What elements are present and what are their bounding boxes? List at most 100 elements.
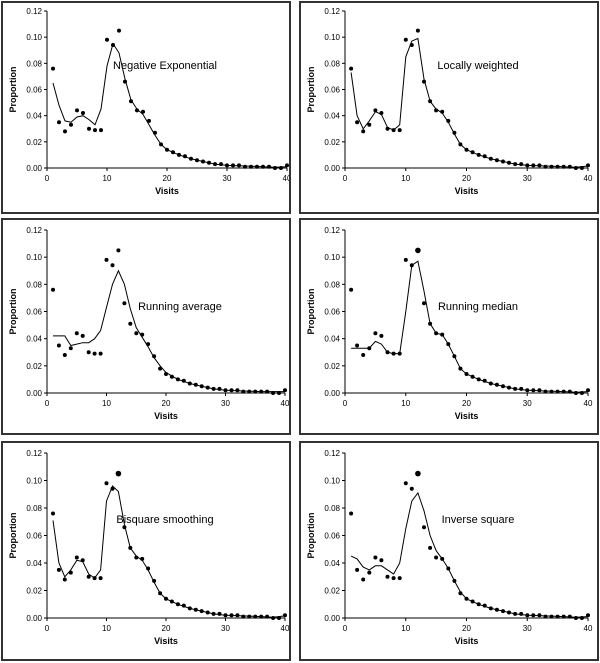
observed-point — [122, 301, 127, 306]
x-axis-title: Visits — [155, 186, 179, 196]
observed-point — [452, 578, 457, 583]
smoothed-series-line — [53, 269, 285, 393]
x-tick-label: 10 — [103, 174, 112, 183]
x-tick-label: 40 — [281, 624, 289, 633]
x-tick-label: 40 — [584, 399, 593, 408]
y-tick-label: 0.12 — [26, 226, 42, 235]
method-label: Bisquare smoothing — [116, 514, 213, 526]
observed-point — [261, 164, 265, 169]
observed-point — [531, 613, 536, 618]
observed-point — [146, 342, 151, 347]
y-tick-label: 0.12 — [26, 449, 42, 458]
observed-point — [63, 129, 67, 134]
observed-point — [164, 372, 168, 376]
y-tick-label: 0.00 — [324, 614, 340, 623]
observed-point — [494, 607, 499, 612]
y-tick-label: 0.10 — [324, 253, 340, 262]
y-tick-label: 0.02 — [26, 138, 42, 147]
observed-point — [525, 388, 530, 393]
observed-point — [110, 263, 115, 268]
observed-point — [57, 120, 61, 125]
y-axis-title: Proportion — [306, 289, 316, 335]
panel-negative-exponential: 0.00 0.02 0.04 0.06 0.08 0.10 0.12 0 10 20 30 40 Vis… — [1, 1, 291, 214]
observed-point — [543, 389, 548, 394]
observed-point — [391, 576, 396, 581]
chart-svg: 0.00 0.02 0.04 0.06 0.08 0.10 0.12 0 10 20 30 40 Vis… — [8, 226, 289, 421]
observed-point — [403, 257, 408, 262]
observed-point — [135, 108, 139, 113]
observed-point — [219, 162, 223, 167]
y-tick-label: 0.08 — [324, 504, 340, 513]
x-tick-label: 30 — [223, 174, 232, 183]
observed-point — [446, 342, 451, 347]
observed-point — [349, 66, 354, 71]
observed-point — [549, 614, 554, 619]
observed-point — [207, 160, 211, 165]
x-tick-label: 20 — [462, 399, 471, 408]
observed-point — [128, 321, 133, 326]
observed-point — [98, 576, 103, 581]
observed-point — [62, 577, 67, 582]
y-tick-label: 0.04 — [26, 335, 42, 344]
observed-point — [513, 162, 518, 167]
x-tick-label: 0 — [45, 624, 50, 633]
observed-point — [117, 28, 121, 33]
y-tick-label: 0.00 — [26, 164, 42, 173]
observed-point — [122, 525, 127, 530]
observed-point — [105, 37, 109, 42]
y-tick-label: 0.02 — [26, 362, 42, 371]
observed-point — [488, 606, 493, 611]
observed-point — [87, 126, 91, 131]
y-tick-label: 0.10 — [26, 253, 42, 262]
x-tick-label: 40 — [584, 624, 593, 633]
observed-point — [187, 381, 192, 386]
observed-point — [51, 287, 55, 292]
y-tick-label: 0.04 — [324, 112, 340, 121]
observed-point — [115, 470, 122, 477]
x-tick-label: 10 — [102, 399, 111, 408]
smoothed-series-line — [350, 37, 589, 168]
chart-svg: 0.00 0.02 0.04 0.06 0.08 0.10 0.12 0 10 20 30 40 Vis… — [306, 7, 593, 196]
observed-point — [277, 391, 281, 395]
y-tick-label: 0.08 — [26, 59, 42, 68]
observed-point — [75, 108, 79, 113]
panel-running-average: 0.00 0.02 0.04 0.06 0.08 0.10 0.12 0 10 20 30 40 Vis… — [1, 218, 291, 435]
observed-point — [537, 163, 542, 168]
observed-point — [579, 616, 584, 620]
y-tick-label: 0.02 — [324, 138, 340, 147]
observed-point — [573, 616, 578, 620]
x-tick-label: 20 — [163, 174, 172, 183]
observed-point — [391, 351, 396, 356]
y-tick-label: 0.12 — [324, 7, 340, 16]
y-tick-label: 0.06 — [324, 532, 340, 541]
observed-point — [111, 43, 115, 47]
observed-point — [56, 343, 61, 348]
observed-point — [355, 567, 360, 572]
y-tick-label: 0.10 — [324, 477, 340, 486]
observed-point — [177, 152, 181, 157]
observed-point — [243, 164, 247, 169]
y-tick-label: 0.04 — [26, 112, 42, 121]
observed-point — [531, 388, 536, 393]
observed-point — [537, 613, 542, 618]
y-axis-title: Proportion — [306, 67, 316, 113]
observed-point — [434, 555, 439, 560]
observed-point — [231, 163, 235, 168]
observed-point — [501, 159, 505, 164]
y-tick-label: 0.10 — [26, 33, 42, 42]
observed-point — [367, 346, 372, 351]
observed-point — [152, 354, 157, 359]
y-tick-label: 0.10 — [26, 477, 42, 486]
observed-point — [159, 142, 163, 147]
x-tick-label: 30 — [221, 399, 230, 408]
observed-point — [361, 129, 366, 134]
x-tick-label: 30 — [523, 399, 532, 408]
observed-point — [379, 558, 384, 563]
observed-point — [525, 613, 530, 618]
observed-point — [169, 599, 174, 604]
observed-point — [147, 118, 151, 123]
observed-point — [255, 164, 259, 169]
observed-point — [80, 333, 85, 338]
observed-point — [223, 388, 228, 393]
observed-point — [253, 614, 258, 619]
